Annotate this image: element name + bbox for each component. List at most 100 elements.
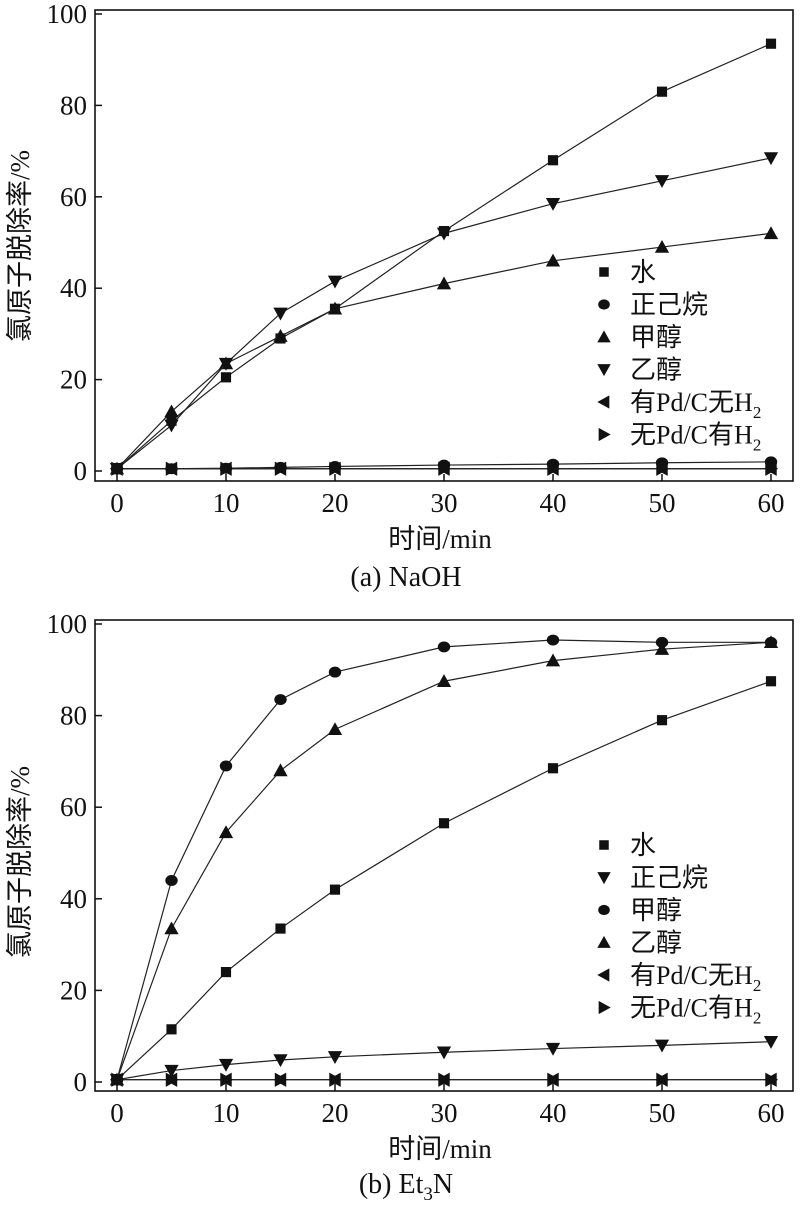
data-point-triangle-up	[436, 276, 452, 290]
data-point-triangle-right	[165, 1072, 179, 1087]
data-point-triangle-right	[765, 1072, 779, 1087]
data-point-triangle-up	[327, 722, 343, 736]
x-tick-label: 30	[431, 488, 458, 518]
legend-label: 正己烷	[630, 291, 708, 320]
data-point-triangle-right	[656, 1072, 670, 1087]
data-point-square	[656, 86, 668, 97]
x-tick-label: 40	[540, 488, 567, 518]
y-tick-label: 20	[60, 975, 87, 1005]
y-axis-label: 氯原子脱除率/%	[5, 766, 35, 958]
data-point-triangle-right	[438, 461, 452, 476]
legend-label: 无Pd/C有H2	[630, 421, 761, 455]
data-point-triangle-right	[329, 461, 343, 476]
data-point-circle	[274, 694, 287, 706]
y-tick-label: 100	[47, 0, 88, 29]
y-tick-label: 60	[60, 792, 87, 822]
x-tick-label: 0	[110, 488, 124, 518]
data-point-triangle-up	[545, 653, 561, 667]
data-point-triangle-down	[327, 275, 343, 289]
data-point-triangle-down	[763, 1035, 779, 1049]
legend-label: 水	[630, 831, 656, 860]
x-tick-label: 30	[431, 1098, 458, 1128]
data-point-circle	[165, 875, 178, 886]
data-point-square	[438, 818, 450, 829]
data-point-triangle-down	[273, 1054, 288, 1068]
y-tick-label: 40	[60, 273, 87, 303]
legend-label: 有Pd/C无H2	[630, 388, 761, 422]
legend-label: 有Pd/C无H2	[630, 961, 761, 995]
legend-marker-triangle-up	[597, 935, 611, 948]
data-point-triangle-up	[218, 825, 234, 839]
legend-marker-triangle-right	[598, 1000, 611, 1015]
data-point-triangle-down	[654, 175, 670, 188]
data-point-triangle-up	[327, 301, 343, 315]
data-point-square	[220, 372, 232, 383]
data-point-circle	[546, 634, 560, 646]
y-tick-label: 0	[74, 1067, 88, 1097]
data-point-triangle-right	[656, 461, 670, 476]
legend-marker-triangle-left	[597, 968, 610, 982]
data-point-triangle-right	[765, 461, 779, 476]
data-point-triangle-down	[436, 1046, 452, 1060]
data-point-circle	[328, 666, 342, 678]
panel-caption: (a) NaOH	[350, 562, 461, 593]
legend-label: 乙醇	[630, 356, 682, 385]
data-point-triangle-right	[274, 461, 288, 476]
data-point-triangle-down	[273, 307, 288, 321]
y-tick-label: 100	[47, 609, 88, 639]
data-point-triangle-up	[545, 253, 561, 267]
series-triangle-right	[111, 1072, 779, 1087]
legend-marker-triangle-right	[598, 427, 611, 442]
data-point-triangle-up	[654, 239, 670, 253]
legend-label: 甲醇	[630, 323, 682, 352]
legend-marker-triangle-up	[597, 330, 611, 343]
y-tick-label: 0	[74, 456, 88, 486]
data-point-triangle-down	[218, 1058, 234, 1072]
data-point-square	[547, 763, 559, 774]
y-axis-label: 氯原子脱除率/%	[5, 150, 35, 342]
x-tick-label: 60	[758, 1098, 785, 1128]
chart-panel-b: 0 20 40 60 80 100 0 10 20 30 40 50 60 氯原子脱除率/% 时间/min (…	[5, 609, 794, 1205]
data-point-triangle-right	[547, 461, 561, 476]
legend-marker-triangle-down	[597, 364, 611, 377]
chart-panel-a: 0 20 40 60 80 100 0 10 20 30 40 50 60 氯原子脱除率/% 时间/min (…	[5, 0, 794, 593]
data-point-triangle-down	[436, 227, 452, 241]
data-point-circle	[437, 641, 451, 653]
x-tick-label: 20	[322, 1098, 349, 1128]
series-triangle-up	[109, 226, 779, 475]
x-axis-label: 时间/min	[388, 1134, 492, 1164]
data-point-triangle-down	[654, 1039, 670, 1053]
y-tick-label: 80	[60, 701, 87, 731]
data-point-square	[765, 676, 777, 687]
legend-label: 乙醇	[630, 929, 682, 958]
data-point-square	[765, 38, 777, 49]
data-point-triangle-right	[329, 1072, 343, 1087]
data-point-square	[275, 923, 286, 934]
data-point-triangle-right	[547, 1072, 561, 1087]
y-tick-label: 40	[60, 884, 87, 914]
x-tick-label: 40	[540, 1098, 567, 1128]
data-point-triangle-right	[274, 1072, 288, 1087]
data-point-square	[656, 715, 668, 726]
data-point-triangle-up	[763, 635, 779, 649]
data-point-triangle-up	[273, 763, 288, 777]
x-tick-label: 50	[649, 1098, 676, 1128]
x-tick-label: 20	[322, 488, 349, 518]
data-point-triangle-down	[164, 1064, 179, 1078]
legend-marker-triangle-left	[597, 395, 610, 409]
data-point-triangle-right	[111, 1072, 125, 1087]
legend-marker-triangle-down	[597, 872, 611, 885]
y-tick-label: 20	[60, 365, 87, 395]
y-tick-label: 60	[60, 182, 87, 212]
data-point-square	[166, 1024, 177, 1035]
data-point-triangle-up	[273, 329, 288, 342]
legend-label: 无Pd/C有H2	[630, 994, 761, 1028]
legend-marker-square	[599, 840, 609, 850]
data-point-triangle-right	[220, 461, 234, 476]
data-point-triangle-down	[327, 1051, 343, 1064]
data-point-square	[547, 155, 559, 166]
x-tick-label: 60	[758, 488, 785, 518]
data-point-triangle-up	[763, 226, 779, 240]
